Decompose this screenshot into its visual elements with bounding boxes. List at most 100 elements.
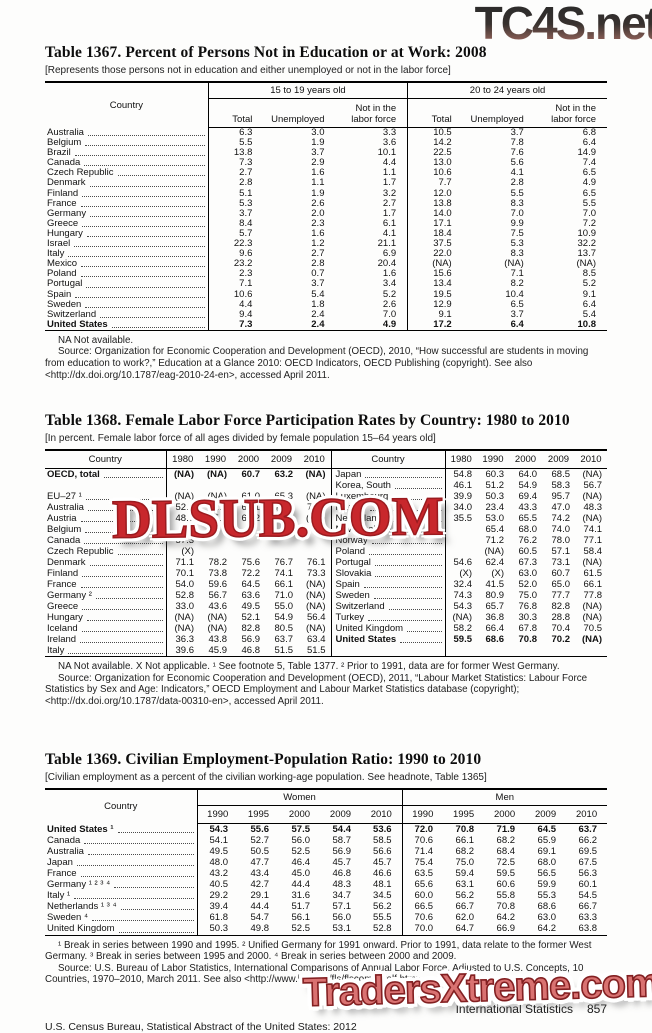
- tc4s-watermark: TC4S.net: [475, 0, 652, 50]
- value-cell: 70.3: [274, 513, 294, 525]
- value-cell: (NA): [582, 557, 602, 569]
- value-cell: 64.0: [518, 469, 538, 481]
- country-name: New Zealand: [335, 524, 392, 536]
- value-cell: [265, 524, 298, 535]
- value-cell: 70.4: [551, 623, 571, 635]
- country-cell: Germany ²: [45, 590, 166, 601]
- unemployed-header: Unemployed: [462, 98, 535, 128]
- dot-leader: [117, 831, 194, 833]
- value-cell: 48.7: [165, 513, 199, 525]
- value-cell: (NA): [165, 491, 199, 503]
- country-cell: Hungary: [45, 612, 166, 623]
- value-cell: (X): [444, 568, 477, 580]
- dot-leader: [81, 266, 205, 268]
- country-name: Italy ¹: [47, 890, 71, 902]
- dot-leader: [85, 145, 205, 147]
- value-cell: 50.3: [196, 923, 238, 936]
- value-cell: 55.0: [274, 601, 294, 613]
- value-cell: 39.9: [444, 491, 477, 503]
- country-cell: Sweden: [45, 300, 208, 310]
- value-cell: 51.2: [485, 480, 505, 492]
- value-cell: [444, 546, 477, 558]
- country-cell: Greece: [45, 219, 208, 229]
- table-row: Australia 49.5 50.5 52.5 56.9 56.6 71.4 68.2 68.…: [45, 845, 607, 857]
- value-cell: 5.5: [207, 137, 264, 149]
- year-header-2000: 2000: [509, 450, 542, 470]
- value-cell: 73.1: [551, 557, 571, 569]
- value-cell: 59.6: [208, 579, 228, 591]
- value-cell: 21.1: [377, 238, 397, 250]
- value-cell: (NA): [576, 258, 596, 270]
- value-cell: 72.2: [241, 568, 261, 580]
- value-cell: 9.1: [407, 309, 463, 320]
- dot-leader: [111, 326, 205, 328]
- value-cell: 49.5: [241, 601, 261, 613]
- country-name: Belgium: [47, 138, 82, 149]
- table-1368-title-text: Female Labor Force Participation Rates b…: [125, 412, 570, 430]
- table-row: Canada 54.1 52.7 56.0 58.7 58.5 70.6 66.1 68.2 65…: [45, 834, 607, 846]
- footnote: Source: Organization for Economic Cooper…: [45, 346, 589, 381]
- value-cell: 70.6: [401, 834, 444, 846]
- table-1367-footnotes: NA Not available. Source: Organization f…: [45, 335, 607, 381]
- dot-leader: [87, 135, 205, 137]
- value-cell: [265, 535, 298, 546]
- dot-leader: [371, 543, 442, 545]
- value-cell: 66.1: [583, 579, 603, 591]
- value-cell: 66.4: [485, 623, 505, 635]
- value-cell: 54.9: [274, 612, 294, 624]
- value-cell: (NA): [305, 491, 326, 503]
- dot-leader: [100, 316, 205, 318]
- value-cell: 6.5: [582, 167, 596, 179]
- value-cell: 63.7: [274, 634, 294, 646]
- table-row: Denmark 2.8 1.1 1.7 7.7 2.8 4.9: [45, 178, 607, 189]
- country-cell: Mexico: [330, 502, 445, 514]
- country-cell: Japan: [330, 468, 445, 481]
- value-cell: 66.1: [241, 502, 261, 514]
- dot-leader: [74, 246, 205, 248]
- country-name: Belgium: [47, 524, 82, 536]
- value-cell: 36.3: [165, 634, 199, 646]
- value-cell: 6.5: [582, 187, 596, 199]
- value-cell: 29.1: [250, 890, 270, 902]
- value-cell: 3.7: [311, 278, 325, 290]
- value-cell: 65.9: [537, 834, 557, 846]
- value-cell: 62.2: [208, 502, 228, 514]
- value-cell: 74.1: [274, 568, 294, 580]
- value-cell: 50.3: [485, 491, 505, 503]
- value-cell: 52.8: [165, 590, 199, 602]
- country-name: Portugal: [335, 557, 371, 569]
- table-row: Brazil 13.8 3.7 10.1 22.5 7.6 14.9: [45, 148, 607, 159]
- table-row: Italy 9.6 2.7 6.9 22.0 8.3 13.7: [45, 249, 607, 260]
- value-cell: 45.7: [332, 856, 352, 868]
- value-cell: 3.6: [382, 137, 397, 149]
- value-cell: 77.8: [583, 590, 603, 602]
- value-cell: 52.5: [291, 845, 311, 857]
- value-cell: (NA): [407, 259, 463, 270]
- dot-leader: [80, 205, 205, 207]
- table-row: United States ¹ 54.3 55.6 57.5 54.4 53.6 72.0 7…: [45, 823, 607, 835]
- country-cell: Australia: [45, 502, 166, 513]
- value-cell: [199, 480, 232, 491]
- value-cell: 51.5: [307, 645, 326, 657]
- value-cell: 46.6: [373, 868, 392, 879]
- year-header-1990: 1990: [477, 450, 509, 470]
- footnote: ¹ Break in series between 1990 and 1995.…: [45, 939, 592, 963]
- value-cell: 54.9: [518, 480, 538, 492]
- value-cell: 5.2: [382, 288, 397, 300]
- value-cell: 54.3: [196, 823, 238, 835]
- value-cell: 51.5: [274, 645, 294, 657]
- value-cell: 7.1: [510, 268, 524, 280]
- value-cell: 0.7: [311, 268, 325, 280]
- dot-leader: [368, 620, 442, 622]
- country-cell: Canada: [45, 835, 197, 846]
- country-cell: Sweden ⁴: [45, 912, 197, 923]
- dot-leader: [395, 532, 442, 534]
- value-cell: 3.7: [510, 127, 524, 138]
- value-cell: 68.2: [455, 845, 475, 857]
- value-cell: 41.5: [485, 579, 505, 591]
- value-cell: 43.4: [250, 868, 270, 879]
- value-cell: 13.4: [407, 279, 463, 290]
- value-cell: 5.5: [582, 197, 596, 209]
- value-cell: [298, 535, 331, 546]
- table-row: Ireland 36.3 43.8 56.9 63.7 63.4 United States…: [45, 634, 607, 646]
